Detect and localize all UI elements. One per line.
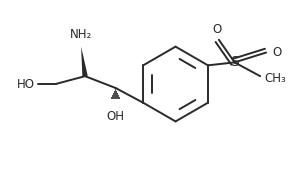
Text: OH: OH (107, 110, 125, 123)
Text: CH₃: CH₃ (264, 72, 286, 85)
Text: O: O (212, 23, 221, 36)
Text: NH₂: NH₂ (70, 28, 92, 41)
Text: O: O (272, 46, 281, 59)
Polygon shape (81, 47, 88, 77)
Text: HO: HO (17, 78, 35, 90)
Text: S: S (230, 55, 239, 69)
